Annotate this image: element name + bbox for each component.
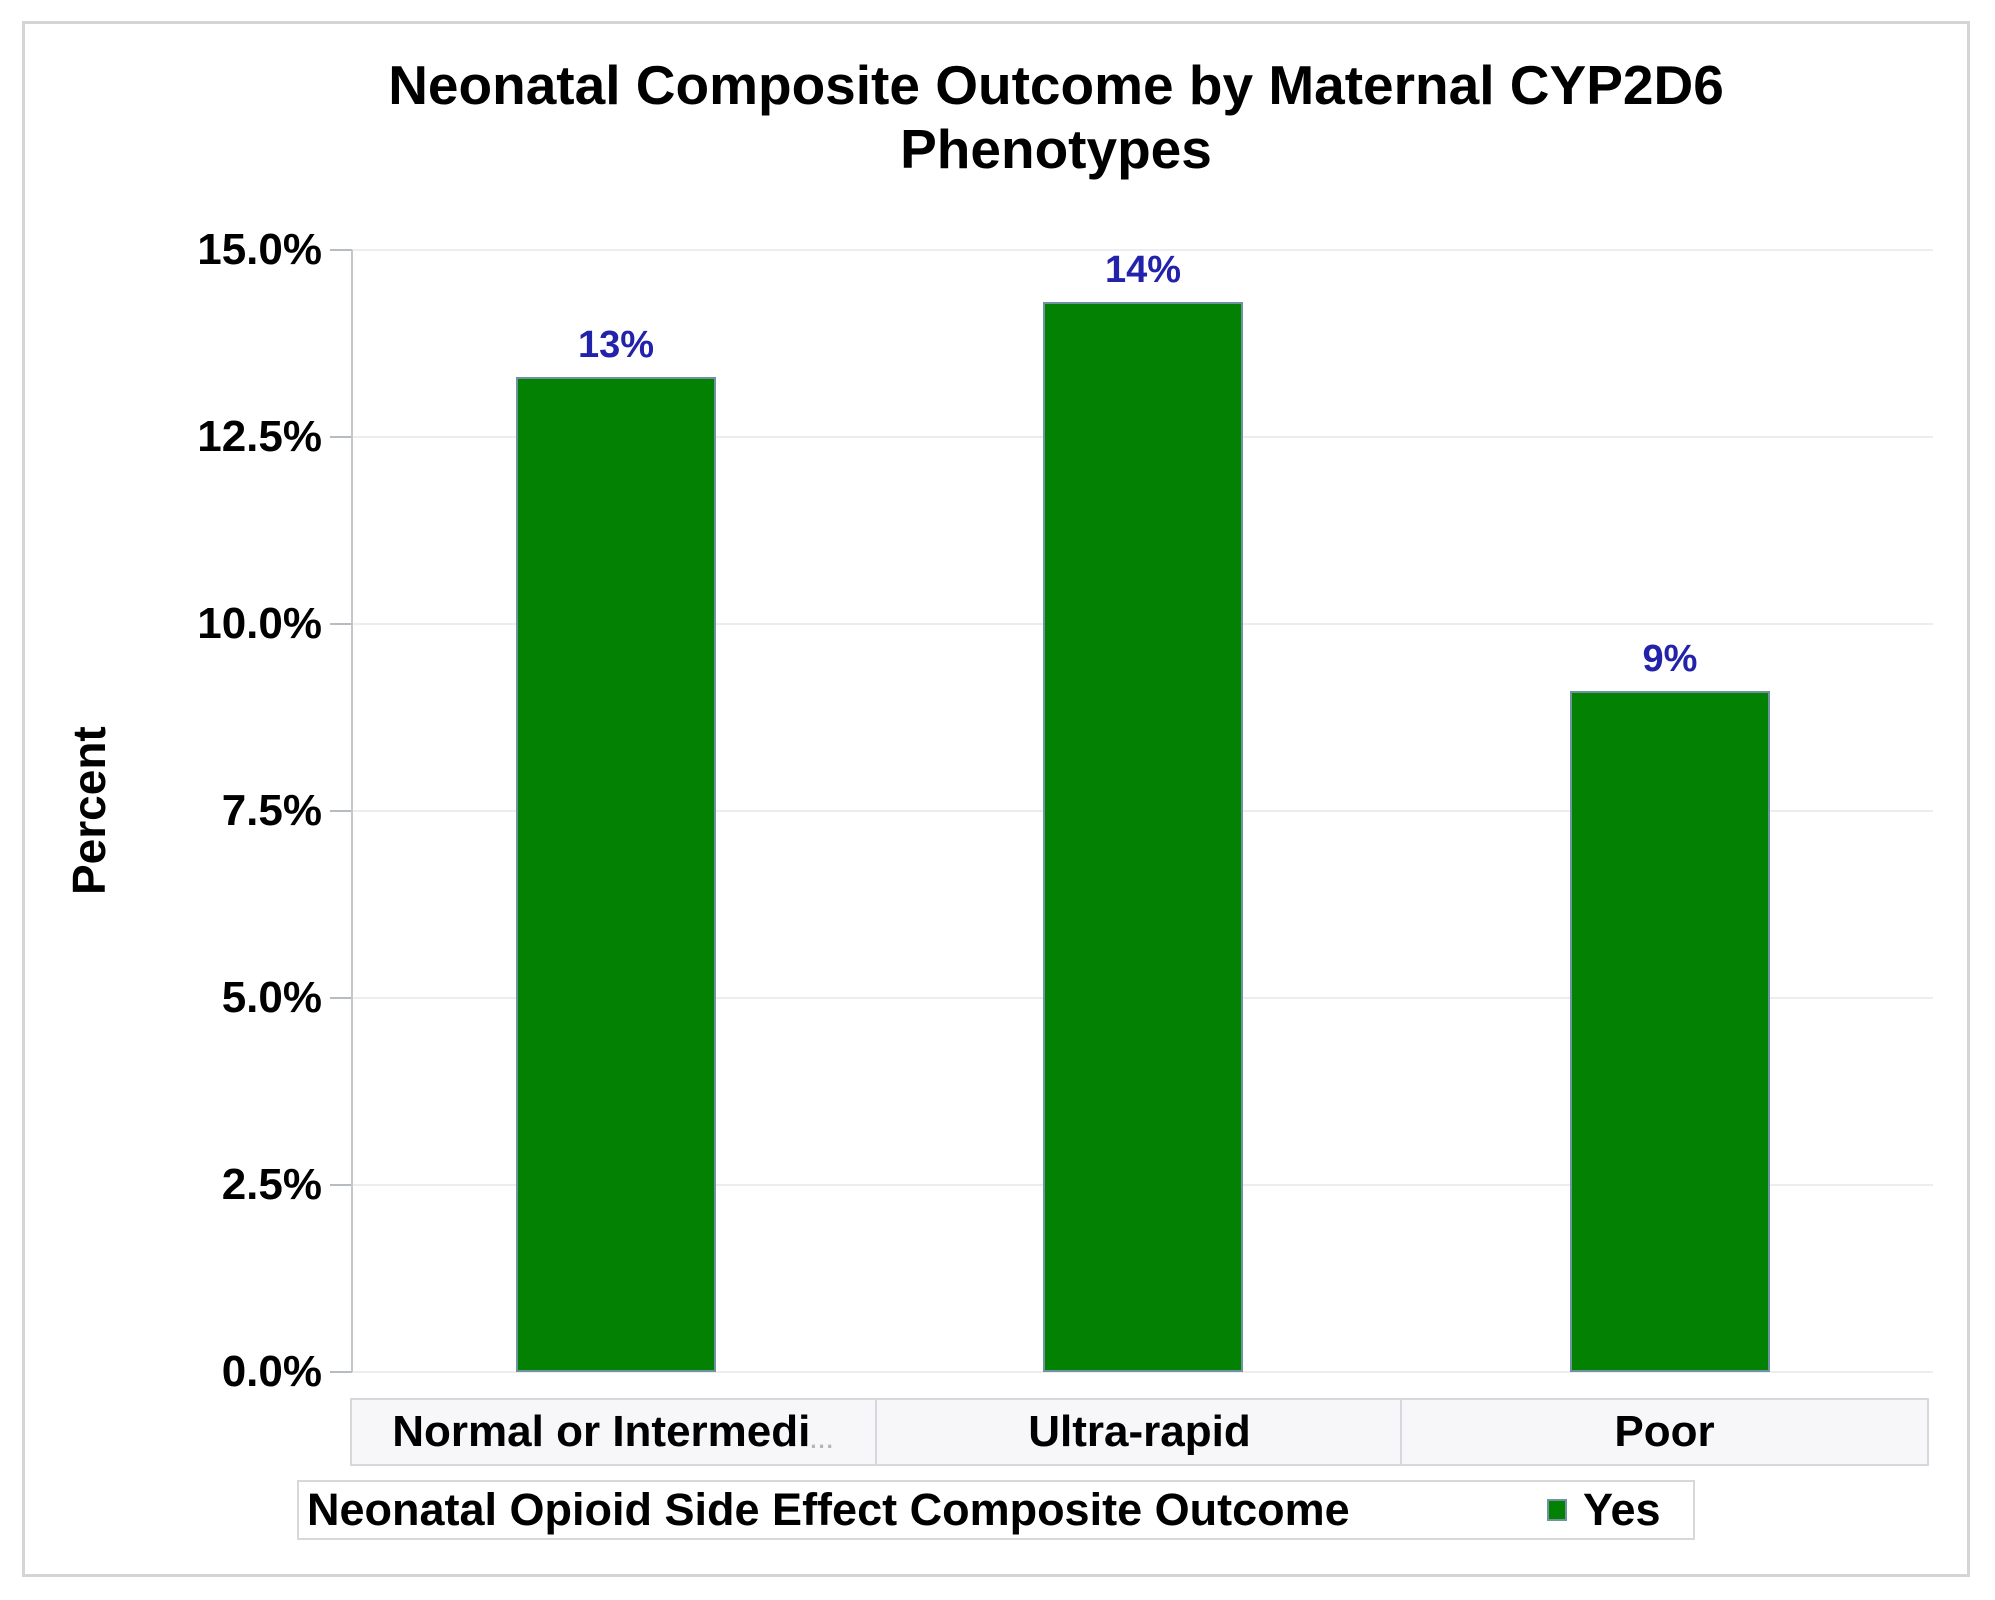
- y-tick-label: 12.5%: [197, 412, 322, 461]
- chart-title: Neonatal Composite Outcome by Maternal C…: [388, 54, 1724, 180]
- figure: Neonatal Composite Outcome by Maternal C…: [22, 21, 1970, 1577]
- y-axis-tick: [330, 1184, 352, 1186]
- bar: [1570, 691, 1770, 1372]
- y-tick-label: 2.5%: [221, 1160, 322, 1209]
- bar: [516, 377, 716, 1372]
- category-box: Normal or Intermedi...: [350, 1398, 877, 1466]
- y-axis-tick: [330, 997, 352, 999]
- y-tick-label: 7.5%: [221, 786, 322, 835]
- y-axis-tick: [330, 249, 352, 251]
- y-axis-line: [351, 250, 353, 1372]
- y-axis-tick: [330, 623, 352, 625]
- gridline: [352, 1371, 1933, 1373]
- category-label: Ultra-rapid: [1028, 1407, 1251, 1456]
- category-label-ellipsis: ...: [810, 1428, 835, 1453]
- bar: [1043, 302, 1243, 1372]
- legend: Neonatal Opioid Side Effect Composite Ou…: [297, 1480, 1695, 1540]
- y-tick-label: 10.0%: [197, 599, 322, 648]
- gridline: [352, 249, 1933, 251]
- category-label: Normal or Intermedi: [392, 1407, 811, 1456]
- y-axis-title: Percent: [63, 726, 115, 896]
- bar-value-label: 14%: [1104, 249, 1182, 291]
- y-tick-label: 15.0%: [197, 225, 322, 274]
- legend-entry-yes: Yes: [1547, 1482, 1661, 1538]
- bar-value-label: 9%: [1642, 638, 1698, 680]
- legend-entry-label: Yes: [1583, 1484, 1661, 1535]
- legend-swatch-icon: [1547, 1499, 1567, 1521]
- bar-value-label: 13%: [577, 324, 655, 366]
- y-axis-tick: [330, 436, 352, 438]
- y-tick-label: 0.0%: [221, 1347, 322, 1396]
- legend-title: Neonatal Opioid Side Effect Composite Ou…: [307, 1484, 1350, 1535]
- category-box: Poor: [1400, 1398, 1929, 1466]
- y-axis-tick: [330, 810, 352, 812]
- category-box: Ultra-rapid: [875, 1398, 1404, 1466]
- y-axis-tick: [330, 1371, 352, 1373]
- category-label: Poor: [1614, 1407, 1715, 1456]
- y-tick-label: 5.0%: [221, 973, 322, 1022]
